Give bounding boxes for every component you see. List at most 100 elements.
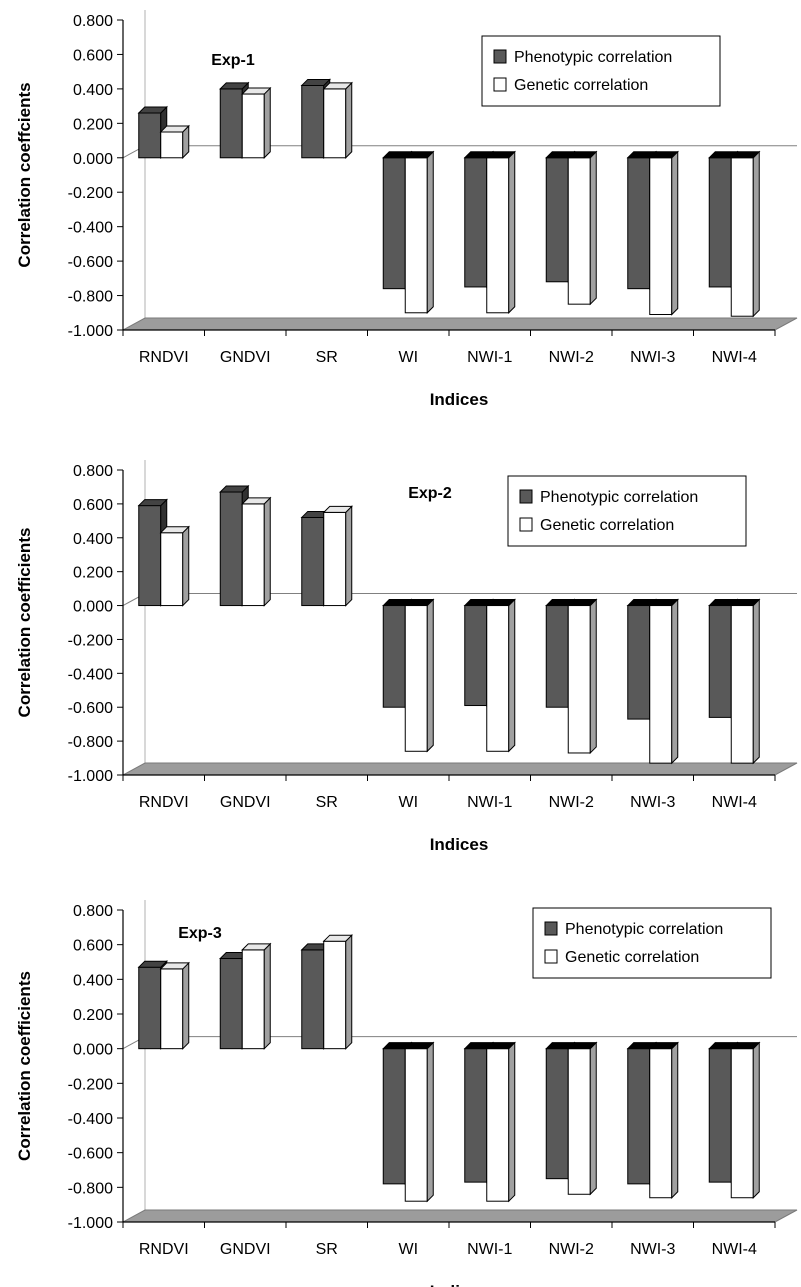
bar-front	[160, 532, 184, 607]
chart-panel-1: 0.800 0.600 0.400 0.200 0.000 -0.200 -0.400 -0.…	[15, 10, 798, 409]
y-tick-label: -0.200	[68, 1076, 113, 1093]
bar-top	[322, 82, 353, 90]
bar-front	[404, 157, 428, 314]
y-tick-label: 0.000	[73, 599, 113, 616]
bar-top	[159, 962, 190, 970]
bar-top	[137, 499, 168, 507]
bar-top	[404, 1042, 435, 1050]
y-axis-title: Correlation coefficients	[15, 971, 34, 1161]
bar-front	[545, 1048, 569, 1180]
bar-genetic	[241, 86, 272, 159]
bar-genetic	[485, 598, 516, 753]
bar-side	[508, 598, 516, 753]
chart-title: Exp-2	[408, 485, 452, 502]
bar-genetic	[322, 505, 353, 607]
bar-front	[404, 605, 428, 752]
bar-top	[322, 934, 353, 942]
bar-top	[730, 1042, 761, 1050]
category-label: NWI-1	[467, 1241, 512, 1258]
legend-label: Phenotypic correlation	[540, 489, 698, 506]
y-tick-label: -1.000	[68, 323, 113, 340]
bar-front	[708, 157, 732, 288]
category-label: SR	[316, 794, 338, 811]
x-axis-title: Indices	[430, 1282, 489, 1287]
legend-box	[481, 35, 721, 107]
bar-side	[752, 150, 760, 318]
bar-front	[301, 949, 325, 1050]
category-label: GNDVI	[220, 1241, 271, 1258]
bar-side	[589, 150, 597, 306]
bar-front	[323, 940, 347, 1050]
bar-top	[159, 125, 190, 133]
bar-top	[485, 1042, 516, 1050]
bar-genetic	[567, 150, 598, 306]
bar-top	[730, 151, 761, 159]
bar-front	[708, 1048, 732, 1183]
bar-front	[649, 1048, 673, 1199]
bar-top	[322, 505, 353, 513]
chart-title: Exp-1	[211, 52, 255, 69]
category-label: NWI-4	[712, 1241, 757, 1258]
y-tick-label: 0.000	[73, 151, 113, 168]
y-tick-label: -0.400	[68, 1111, 113, 1128]
bar-front	[323, 88, 347, 159]
bar-top	[159, 526, 190, 534]
y-axis-title: Correlation coeffcients	[15, 82, 34, 267]
chart-panel-2: 0.800 0.600 0.400 0.200 0.000 -0.200 -0.400 -0.…	[15, 460, 798, 854]
bar-genetic	[159, 525, 190, 607]
bar-front	[730, 1048, 754, 1199]
bar-top	[241, 943, 272, 951]
category-label: NWI-3	[630, 794, 675, 811]
y-tick-label: -1.000	[68, 768, 113, 785]
bar-side	[671, 1041, 679, 1199]
legend-swatch	[519, 489, 533, 504]
y-tick-label: 0.400	[73, 531, 113, 548]
bar-top	[219, 82, 250, 90]
bar-side	[671, 150, 679, 316]
bar-genetic	[241, 942, 272, 1050]
legend-swatch	[544, 949, 558, 964]
y-tick-label: -0.600	[68, 700, 113, 717]
bar-side	[752, 1041, 760, 1199]
y-tick-label: -0.400	[68, 666, 113, 683]
bar-side	[263, 496, 271, 607]
bar-genetic	[648, 1041, 679, 1199]
bar-top	[567, 151, 598, 159]
category-label: NWI-4	[712, 349, 757, 366]
bar-front	[219, 491, 243, 607]
category-label: RNDVI	[139, 349, 189, 366]
bar-front	[708, 605, 732, 718]
y-tick-label: 0.800	[73, 13, 113, 30]
bar-side	[182, 961, 190, 1050]
y-tick-label: -0.800	[68, 734, 113, 751]
category-label: NWI-2	[549, 794, 594, 811]
bar-front	[545, 157, 569, 283]
y-tick-label: 0.000	[73, 1042, 113, 1059]
bar-side	[426, 1041, 434, 1203]
bar-top	[648, 1042, 679, 1050]
bar-side	[589, 1041, 597, 1196]
legend: Phenotypic correlation Genetic correlatio…	[481, 35, 721, 107]
y-tick-label: 0.400	[73, 82, 113, 99]
bar-genetic	[404, 150, 435, 314]
legend-box	[532, 907, 772, 979]
bar-top	[137, 106, 168, 114]
bar-front	[241, 93, 265, 159]
category-label: RNDVI	[139, 1241, 189, 1258]
bar-genetic	[159, 124, 190, 159]
bar-genetic	[159, 961, 190, 1050]
bar-side	[426, 598, 434, 753]
bar-genetic	[322, 81, 353, 159]
legend-label: Phenotypic correlation	[565, 921, 723, 938]
bar-front	[627, 605, 651, 720]
bar-genetic	[485, 150, 516, 314]
bar-genetic	[730, 150, 761, 318]
bar-front	[138, 112, 162, 159]
y-tick-label: -0.600	[68, 1146, 113, 1163]
bar-top	[300, 78, 331, 86]
y-tick-label: 0.600	[73, 497, 113, 514]
bar-top	[219, 485, 250, 493]
category-label: RNDVI	[139, 794, 189, 811]
bar-front	[219, 88, 243, 159]
category-label: NWI-3	[630, 1241, 675, 1258]
